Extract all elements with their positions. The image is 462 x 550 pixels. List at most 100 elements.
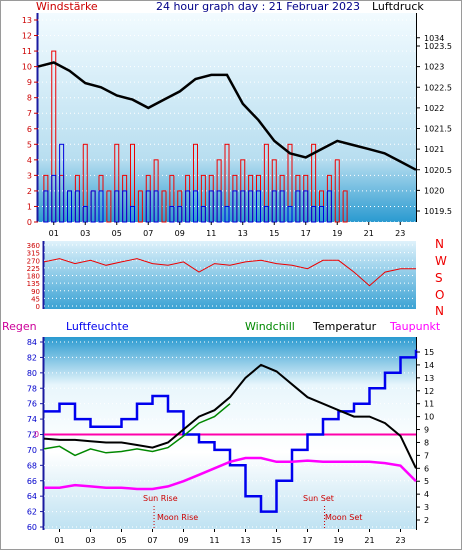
wind-base-bar (248, 190, 254, 223)
wind-tick-label: 11 (22, 47, 32, 56)
pressure-tick-label: 1019.5 (424, 207, 452, 216)
compass-n-bottom: N (435, 304, 444, 318)
wind-base-bar (263, 205, 269, 223)
moon-set-label: Moon Set (325, 513, 362, 522)
humidity-tick-label: 60 (27, 523, 37, 532)
dewpoint-line (44, 456, 417, 491)
wind-base-bar (74, 190, 80, 223)
hour-tick-label: 01 (54, 536, 64, 545)
temperature-tick-label: 6 (424, 464, 429, 473)
hour-tick-label: 05 (112, 229, 122, 238)
wind-base-bar (169, 205, 175, 223)
wind-tick-label: 3 (27, 171, 32, 180)
hour-tick-label: 11 (209, 536, 219, 545)
wind-tick-label: 2 (27, 187, 32, 196)
wind-base-bar (319, 205, 324, 223)
temperature-tick-label: 3 (424, 503, 429, 512)
wind-base-bar (295, 190, 301, 223)
humidity-tick-label: 82 (27, 353, 37, 362)
pressure-axis-ticks: 1019.5 1020 1020.5 1021 1021.5 1022 1022.5 1023… (416, 34, 452, 216)
humidity-tick-label: 66 (27, 477, 37, 486)
hour-tick-label: 05 (116, 536, 126, 545)
pressure-tick-label: 1021.5 (424, 125, 452, 134)
pressure-tick-label: 1021 (424, 145, 444, 154)
hour-tick-label: 03 (85, 536, 95, 545)
compass-w: W (435, 254, 447, 268)
hour-tick-label: 13 (240, 536, 250, 545)
wind-tick-label: 5 (27, 140, 32, 149)
humidity-line (44, 349, 418, 513)
wind-bar (342, 190, 348, 223)
humidity-tick-label: 68 (27, 461, 37, 470)
pressure-tick-label: 1023 (424, 63, 444, 72)
wind-base-bar (224, 205, 230, 223)
windchill-label: Windchill (245, 320, 295, 333)
hour-tick-label: 07 (147, 536, 157, 545)
wind-tick-label: 6 (27, 125, 32, 134)
pressure-tick-label: 1023.5 (424, 42, 452, 51)
humidity-tick-label: 78 (27, 384, 37, 393)
hour-tick-label: 15 (269, 229, 279, 238)
humidity-tick-label: 74 (27, 415, 37, 424)
wind-base-bar (98, 190, 104, 223)
wind-base-bar (90, 190, 96, 223)
humidity-tick-label: 70 (27, 446, 37, 455)
direction-tick-label: 225 (27, 265, 40, 273)
temperature-tick-label: 10 (424, 413, 434, 422)
wind-tick-label: 1 (27, 202, 32, 211)
compass-labels: N W S O N (435, 237, 447, 318)
humidity-tick-label: 84 (27, 338, 37, 347)
temperature-tick-label: 9 (424, 426, 429, 435)
sun-rise-label: Sun Rise (143, 494, 178, 503)
pressure-tick-label: 1020 (424, 186, 444, 195)
temperature-tick-label: 11 (424, 400, 434, 409)
temperature-tick-label: 8 (424, 438, 429, 447)
sun-set-label: Sun Set (303, 494, 334, 503)
hour-tick-label: 17 (301, 229, 311, 238)
pressure-tick-label: 1034 (424, 34, 444, 43)
wind-base-bar (130, 205, 135, 223)
direction-tick-label: 0 (36, 303, 40, 311)
hour-tick-label: 09 (175, 229, 185, 238)
wind-base-bar (43, 190, 49, 223)
temperature-tick-label: 5 (424, 477, 429, 486)
wind-base-bar (193, 190, 198, 223)
temperature-tick-label: 15 (424, 348, 434, 357)
direction-tick-label: 90 (31, 288, 40, 296)
temperature-line (43, 363, 417, 469)
top-time-axis: 01 03 05 07 09 11 13 15 17 19 21 23 (49, 222, 405, 238)
direction-tick-label: 270 (27, 257, 40, 265)
wind-base-bar (200, 205, 206, 223)
wind-base-bar (326, 190, 332, 223)
wind-tick-label: 4 (27, 156, 32, 165)
wind-tick-label: 12 (22, 32, 32, 41)
hour-tick-label: 21 (364, 536, 374, 545)
direction-tick-label: 315 (27, 250, 40, 258)
compass-s: S (435, 271, 443, 285)
hour-tick-label: 15 (271, 536, 281, 545)
pressure-tick-label: 1020.5 (424, 166, 452, 175)
hour-tick-label: 01 (49, 229, 59, 238)
humidity-tick-label: 72 (27, 431, 37, 440)
humidity-tick-label: 62 (27, 508, 37, 517)
humidity-tick-label: 76 (27, 400, 37, 409)
hour-tick-label: 11 (206, 229, 216, 238)
bottom-time-axis: 01 03 05 07 09 11 13 15 17 19 21 23 (54, 529, 406, 545)
hour-tick-label: 19 (332, 229, 342, 238)
humidity-tick-label: 64 (27, 492, 37, 501)
compass-n-top: N (435, 237, 444, 251)
hour-tick-label: 07 (143, 229, 153, 238)
temperature-tick-label: 4 (424, 490, 429, 499)
rain-value: 0 (34, 430, 39, 439)
hour-tick-label: 21 (364, 229, 374, 238)
pressure-label: Luftdruck (372, 0, 424, 13)
direction-tick-label: 360 (27, 242, 40, 250)
rain-label: Regen (2, 320, 37, 333)
hour-tick-label: 03 (80, 229, 90, 238)
wind-direction-line (43, 258, 416, 287)
wind-tick-label: 10 (22, 63, 32, 72)
hour-tick-label: 09 (178, 536, 188, 545)
